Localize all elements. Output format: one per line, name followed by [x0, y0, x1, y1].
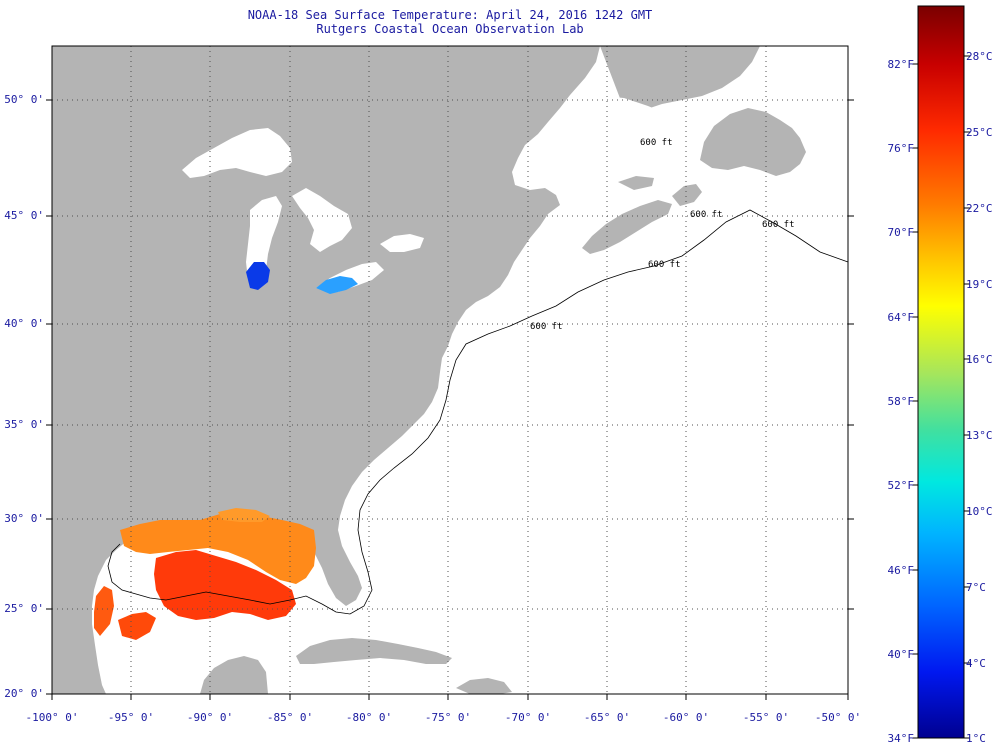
colorbar-c-label: 19°C	[966, 278, 993, 291]
lake-superior	[182, 128, 292, 178]
lat-label: 20° 0'	[4, 687, 44, 700]
colorbar-ticks	[912, 55, 970, 739]
map-graticule	[52, 46, 848, 694]
land-anticosti	[618, 176, 654, 190]
colorbar-f-label: 40°F	[887, 648, 915, 661]
map-subtitle: Rutgers Coastal Ocean Observation Lab	[316, 22, 584, 36]
isobath-600ft	[107, 209, 849, 615]
lon-label: -60° 0'	[662, 711, 710, 724]
colorbar-f-label: 64°F	[887, 311, 915, 324]
lake-ontario	[380, 234, 424, 252]
lat-label: 25° 0'	[4, 602, 44, 615]
land-newfoundland	[700, 108, 806, 176]
land-north-america	[52, 46, 600, 694]
land-cape-breton	[672, 184, 702, 206]
land-labrador	[600, 46, 760, 114]
sst-gulf-orange	[120, 512, 316, 584]
colorbar-f-label: 34°F	[887, 732, 915, 745]
lon-label: -90° 0'	[186, 711, 234, 724]
colorbar-c-label: 1°C	[966, 732, 986, 745]
lake-huron	[292, 188, 352, 252]
colorbar-c-label: 7°C	[966, 581, 986, 594]
colorbar-f-label: 52°F	[887, 479, 915, 492]
land-cuba	[296, 638, 452, 664]
colorbar-c-label: 4°C	[966, 657, 986, 670]
lon-label: -95° 0'	[107, 711, 155, 724]
colorbar-c-label: 16°C	[966, 353, 993, 366]
isobath-label: 600 ft	[530, 322, 563, 332]
map-frame	[51, 45, 849, 695]
lon-label: -70° 0'	[504, 711, 552, 724]
colorbar-f-label: 58°F	[887, 395, 915, 408]
gulf-st-lawrence	[540, 96, 700, 176]
isobath-label: 600 ft	[762, 220, 795, 230]
lon-label: -75° 0'	[424, 711, 472, 724]
isobath-label: 600 ft	[640, 138, 673, 148]
lat-label: 30° 0'	[4, 512, 44, 525]
colorbar	[917, 5, 965, 739]
lat-label: 45° 0'	[4, 209, 44, 222]
sst-mexico-coast	[94, 586, 114, 636]
sst-lake-erie	[316, 276, 358, 294]
map-title: NOAA-18 Sea Surface Temperature: April 2…	[247, 8, 653, 22]
lon-label: -85° 0'	[266, 711, 314, 724]
land-yucatan	[200, 656, 268, 694]
colorbar-f-label: 70°F	[887, 226, 915, 239]
colorbar-c-label: 22°C	[966, 202, 993, 215]
colorbar-c-label: 10°C	[966, 505, 993, 518]
isobath-label: 600 ft	[690, 210, 723, 220]
colorbar-f-label: 46°F	[887, 564, 915, 577]
map-ticks	[46, 99, 854, 700]
lon-label: -55° 0'	[742, 711, 790, 724]
sst-campeche	[118, 612, 156, 640]
lat-label: 35° 0'	[4, 418, 44, 431]
land-nova-scotia	[582, 200, 672, 254]
colorbar-f-label: 76°F	[887, 142, 915, 155]
lon-label: -100° 0'	[25, 711, 79, 724]
lon-label: -80° 0'	[345, 711, 393, 724]
colorbar-c-label: 28°C	[966, 50, 993, 63]
isobath-label: 600 ft	[648, 260, 681, 270]
lon-label: -65° 0'	[583, 711, 631, 724]
land-hispaniola	[456, 678, 512, 694]
lat-label: 40° 0'	[4, 317, 44, 330]
colorbar-c-label: 25°C	[966, 126, 993, 139]
colorbar-c-label: 13°C	[966, 429, 993, 442]
colorbar-f-label: 82°F	[887, 58, 915, 71]
lat-label: 50° 0'	[4, 93, 44, 106]
sst-lake-michigan	[246, 262, 270, 290]
lon-label: -50° 0'	[814, 711, 862, 724]
